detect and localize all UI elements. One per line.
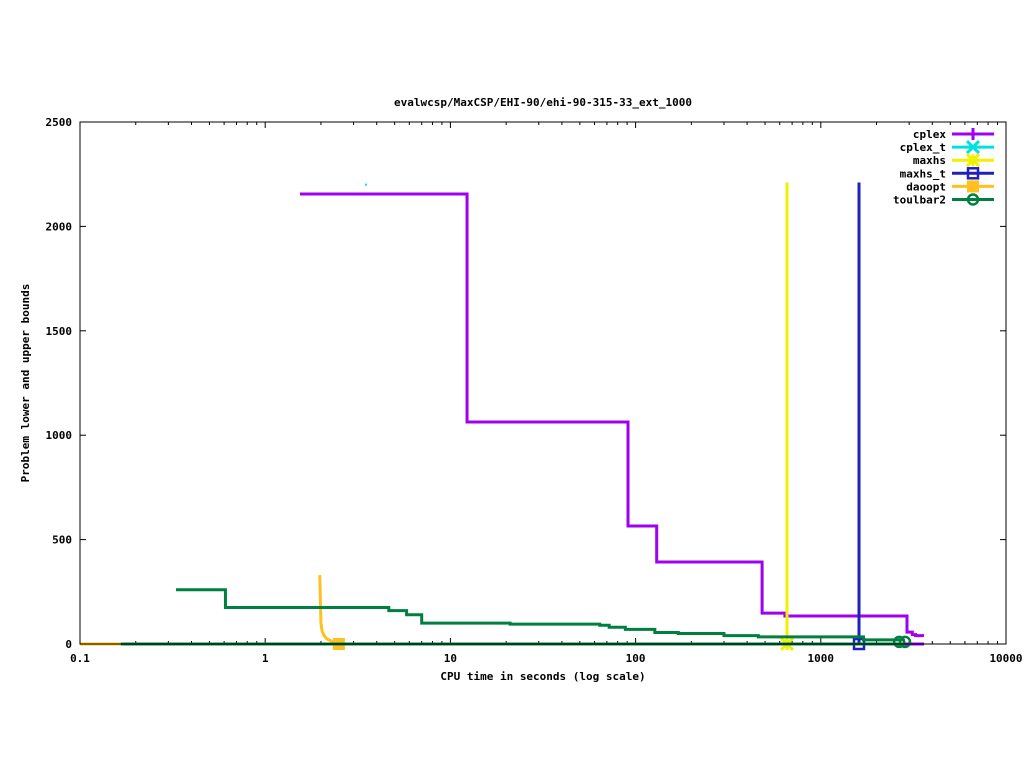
cplex-upper-bound-line bbox=[299, 192, 925, 638]
legend-label: maxhs bbox=[913, 154, 946, 167]
legend-marker-icon bbox=[966, 167, 980, 180]
legend-marker-icon bbox=[966, 193, 980, 206]
legend-label: daoopt bbox=[906, 180, 946, 193]
legend-item-daoopt: daoopt bbox=[906, 180, 994, 193]
series-maxhs bbox=[779, 182, 795, 652]
daoopt-upper-bound-line bbox=[318, 575, 339, 644]
legend-item-toulbar2: toulbar2 bbox=[893, 193, 994, 207]
series-maxhs_t bbox=[852, 182, 866, 651]
x-axis-label: CPU time in seconds (log scale) bbox=[440, 670, 645, 683]
legend-item-maxhs_t: maxhs_t bbox=[900, 167, 994, 180]
legend-label: cplex_t bbox=[900, 141, 946, 154]
x-tick-label: 0.1 bbox=[70, 652, 90, 665]
y-tick-label: 0 bbox=[65, 638, 72, 651]
series-cplex_t bbox=[364, 183, 367, 186]
toulbar2-final-marker bbox=[892, 635, 906, 649]
cplex_t-upper-point bbox=[364, 183, 367, 186]
legend-label: maxhs_t bbox=[900, 167, 946, 180]
y-tick-label: 2000 bbox=[46, 220, 73, 233]
legend-label: cplex bbox=[913, 128, 946, 141]
series-daoopt bbox=[80, 575, 345, 650]
legend-item-maxhs: maxhs bbox=[913, 153, 994, 168]
legend-item-cplex: cplex bbox=[913, 128, 994, 141]
y-axis-label: Problem lower and upper bounds bbox=[19, 284, 32, 483]
legend-label: toulbar2 bbox=[893, 194, 946, 207]
plot-frame bbox=[79, 121, 1007, 645]
series-cplex bbox=[299, 192, 925, 646]
toulbar2-upper-bound-line bbox=[176, 588, 904, 642]
legend-marker-icon bbox=[967, 128, 979, 140]
series-toulbar2 bbox=[120, 588, 912, 649]
x-tick-label: 10 bbox=[444, 652, 457, 665]
x-tick-label: 1 bbox=[262, 652, 269, 665]
y-tick-label: 2500 bbox=[46, 116, 73, 129]
y-tick-label: 1000 bbox=[46, 429, 73, 442]
y-tick-label: 1500 bbox=[46, 325, 73, 338]
y-tick-label: 500 bbox=[52, 534, 72, 547]
toulbar2-final-marker bbox=[898, 635, 912, 649]
legend-marker-icon bbox=[965, 140, 981, 155]
x-tick-label: 1000 bbox=[808, 652, 835, 665]
x-tick-label: 100 bbox=[626, 652, 646, 665]
legend-marker-icon bbox=[965, 153, 981, 168]
chart-title: evalwcsp/MaxCSP/EHI-90/ehi-90-315-33_ext… bbox=[394, 96, 692, 109]
x-tick-label: 10000 bbox=[989, 652, 1022, 665]
legend-marker-icon bbox=[967, 180, 979, 193]
legend-item-cplex_t: cplex_t bbox=[900, 140, 994, 155]
